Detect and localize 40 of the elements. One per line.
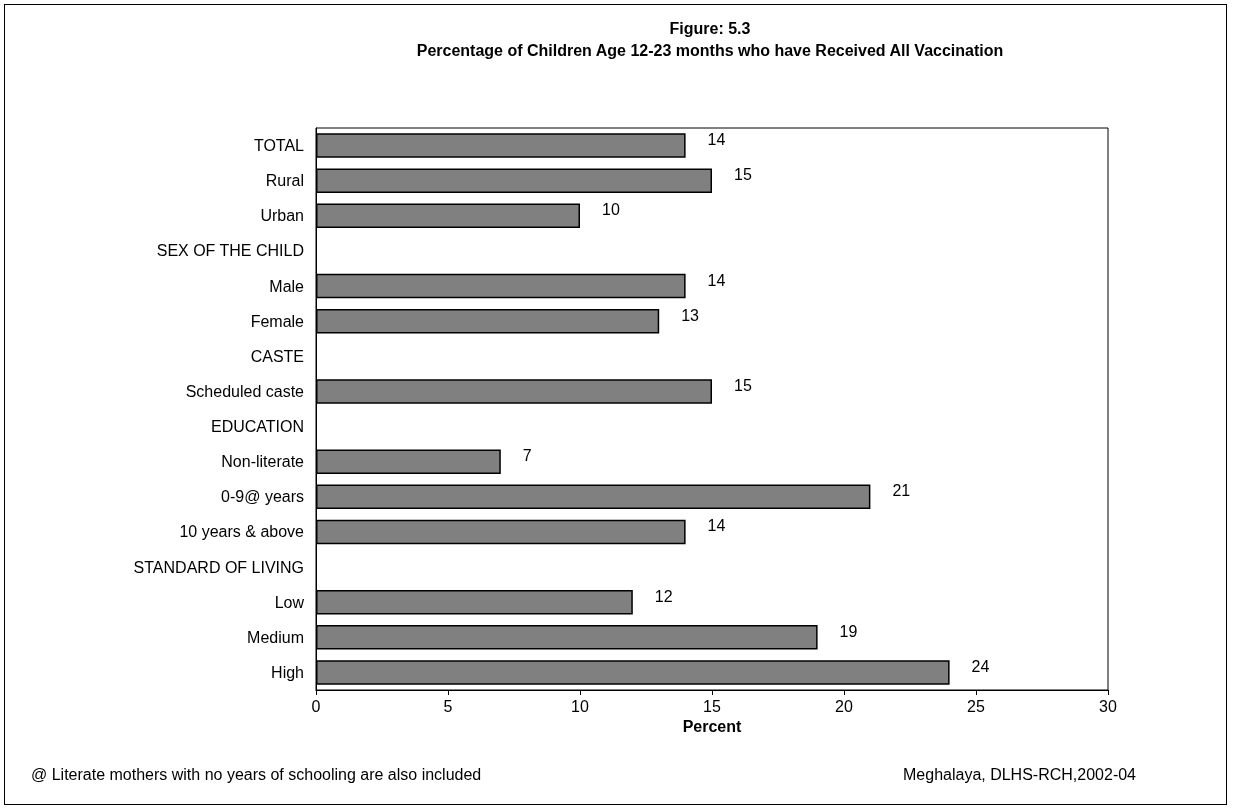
- y-tick-label: Rural: [265, 172, 304, 190]
- x-tick-label: 20: [835, 697, 853, 715]
- x-tick-label: 10: [571, 697, 589, 715]
- x-tick-label: 25: [967, 697, 985, 715]
- x-tick-label: 15: [703, 697, 721, 715]
- y-tick-label: STANDARD OF LIVING: [133, 558, 304, 576]
- text: Meghalaya, DLHS-RCH,2002-04: [903, 765, 1137, 783]
- x-tick-label: 5: [443, 697, 453, 715]
- y-tick-label: CASTE: [250, 347, 304, 365]
- data-label: 14: [707, 271, 726, 289]
- y-tick-label: Urban: [260, 207, 304, 225]
- y-tick-label: Male: [269, 277, 305, 295]
- y-tick-label: 0-9@ years: [221, 488, 304, 506]
- y-tick-label: EDUCATION: [210, 418, 304, 436]
- chart-subtitle: Percentage of Children Age 12-23 months who have Received All Vaccination: [416, 41, 1004, 59]
- x-tick-label: 30: [1099, 697, 1117, 715]
- data-label: 15: [734, 376, 752, 394]
- y-tick-label: Medium: [247, 628, 304, 646]
- y-tick-label: Low: [274, 593, 305, 611]
- x-tick-label: 0: [311, 697, 321, 715]
- data-label: 14: [707, 131, 726, 149]
- data-label: 12: [654, 587, 673, 605]
- chart-title: Figure: 5.3: [669, 19, 751, 37]
- data-label: 13: [681, 306, 700, 324]
- y-tick-label: Non-literate: [221, 453, 305, 471]
- data-label: 10: [602, 201, 620, 219]
- data-label: 7: [522, 447, 532, 465]
- x-axis-title: Percent: [682, 718, 743, 736]
- data-label: 24: [971, 657, 990, 675]
- data-label: 14: [707, 517, 726, 535]
- data-label: 21: [892, 482, 911, 500]
- y-tick-label: Scheduled caste: [185, 382, 305, 400]
- y-tick-label: Female: [250, 312, 305, 330]
- y-tick-label: TOTAL: [253, 137, 305, 155]
- y-tick-label: 10 years & above: [179, 523, 305, 541]
- y-tick-label: SEX OF THE CHILD: [156, 242, 304, 260]
- data-label: 19: [839, 622, 858, 640]
- data-label: 15: [734, 166, 752, 184]
- y-tick-label: High: [271, 663, 304, 681]
- text: @ Literate mothers with no years of schooling are also included: [31, 765, 482, 783]
